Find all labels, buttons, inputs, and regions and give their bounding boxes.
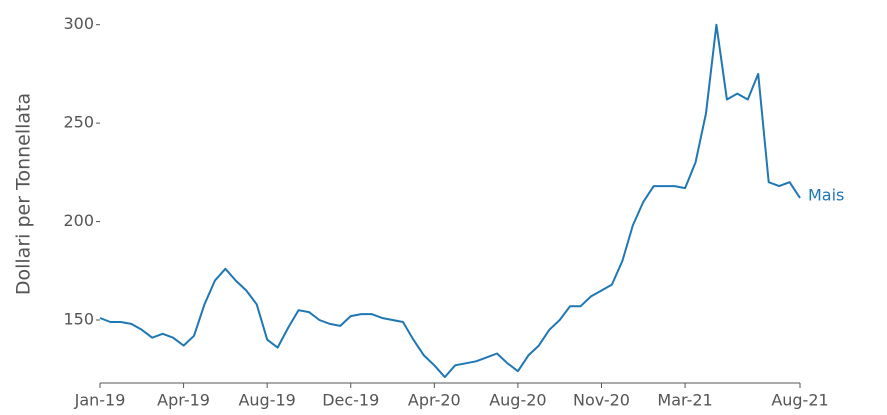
x-tick-label: Nov-20 [573,391,630,410]
series-label: Mais [808,185,844,204]
x-tick-label: Dec-19 [322,391,379,410]
x-tick-label: Apr-19 [157,391,210,410]
x-tick-label: Apr-20 [408,391,461,410]
y-tick-label: 250 [63,113,94,132]
x-tick-label: Aug-19 [238,391,295,410]
x-tick-label: Mar-21 [657,391,712,410]
y-tick-label: 300 [63,14,94,33]
x-tick-label: Aug-20 [489,391,546,410]
line [99,23,801,379]
y-tick-label: 200 [63,211,94,230]
x-tick-label: Aug-21 [771,391,828,410]
y-tick-label: 150 [63,310,94,329]
x-tick-label: Jan-19 [74,391,126,410]
y-axis-label: Dollari per Tonnellata [13,93,35,295]
